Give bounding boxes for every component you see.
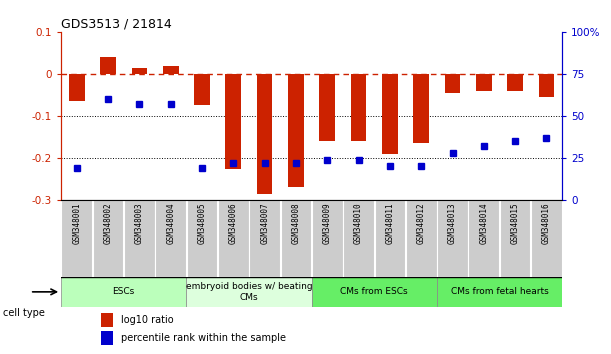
Bar <box>414 74 429 143</box>
Bar <box>375 200 405 276</box>
Bar <box>186 276 312 307</box>
Bar <box>382 74 398 154</box>
Text: embryoid bodies w/ beating
CMs: embryoid bodies w/ beating CMs <box>186 282 312 302</box>
Bar <box>445 74 460 93</box>
Bar <box>194 74 210 105</box>
Bar <box>507 74 523 91</box>
Bar <box>406 200 436 276</box>
Bar <box>100 57 116 74</box>
Bar <box>288 74 304 188</box>
Bar <box>124 200 155 276</box>
Bar <box>225 74 241 169</box>
Bar <box>131 68 147 74</box>
Bar <box>469 200 499 276</box>
Bar <box>249 200 280 276</box>
Bar <box>437 200 468 276</box>
Text: percentile rank within the sample: percentile rank within the sample <box>121 333 286 343</box>
Text: GSM348011: GSM348011 <box>386 202 394 244</box>
Text: GSM348008: GSM348008 <box>291 202 301 244</box>
Bar <box>351 74 367 141</box>
Bar <box>61 276 186 307</box>
Text: GSM348014: GSM348014 <box>480 202 488 244</box>
Bar <box>163 65 178 74</box>
Text: GSM348004: GSM348004 <box>166 202 175 244</box>
Text: GSM348005: GSM348005 <box>197 202 207 244</box>
Text: GDS3513 / 21814: GDS3513 / 21814 <box>61 18 172 31</box>
Text: cell type: cell type <box>3 308 45 318</box>
Bar <box>62 200 92 276</box>
Bar <box>500 200 530 276</box>
Text: GSM348012: GSM348012 <box>417 202 426 244</box>
Bar <box>69 74 84 101</box>
Text: GSM348003: GSM348003 <box>135 202 144 244</box>
Bar <box>187 200 218 276</box>
Text: GSM348002: GSM348002 <box>104 202 112 244</box>
Bar <box>155 200 186 276</box>
Bar <box>218 200 249 276</box>
Bar <box>312 200 343 276</box>
Text: GSM348009: GSM348009 <box>323 202 332 244</box>
Bar <box>93 200 123 276</box>
Text: GSM348013: GSM348013 <box>448 202 457 244</box>
Bar <box>257 74 273 194</box>
Text: GSM348006: GSM348006 <box>229 202 238 244</box>
Bar <box>539 74 554 97</box>
Text: GSM348007: GSM348007 <box>260 202 269 244</box>
Bar <box>531 200 562 276</box>
Text: CMs from ESCs: CMs from ESCs <box>340 287 408 296</box>
Bar <box>101 313 113 327</box>
Text: GSM348015: GSM348015 <box>511 202 519 244</box>
Bar <box>280 200 311 276</box>
Text: GSM348001: GSM348001 <box>72 202 81 244</box>
Bar <box>437 276 562 307</box>
Bar <box>101 331 113 345</box>
Text: GSM348010: GSM348010 <box>354 202 363 244</box>
Bar <box>343 200 374 276</box>
Text: ESCs: ESCs <box>112 287 135 296</box>
Bar <box>320 74 335 141</box>
Text: CMs from fetal hearts: CMs from fetal hearts <box>451 287 548 296</box>
Bar <box>312 276 437 307</box>
Text: GSM348016: GSM348016 <box>542 202 551 244</box>
Text: log10 ratio: log10 ratio <box>121 315 174 325</box>
Bar <box>476 74 492 91</box>
